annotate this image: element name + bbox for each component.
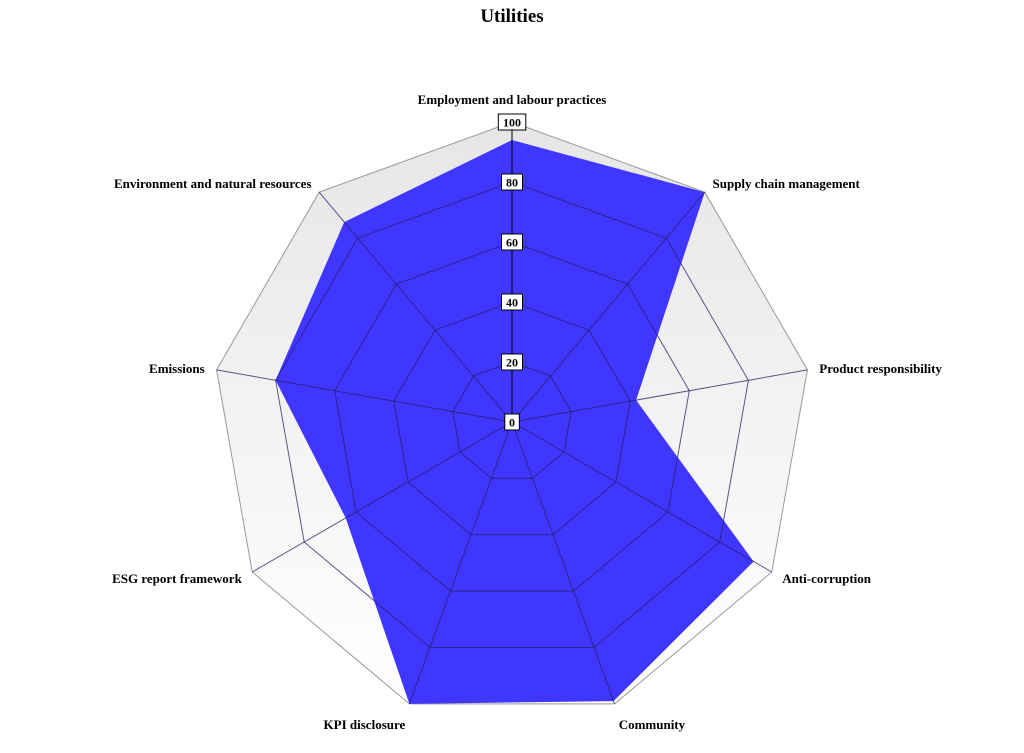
axis-label-4: Community (619, 717, 686, 732)
grid-ring-40 (393, 301, 631, 536)
axis-label-5: KPI disclosure (324, 717, 406, 732)
tick-label-box (497, 113, 527, 131)
tick-label-20: 20 (501, 353, 523, 371)
axis-label-7: Emissions (149, 361, 205, 376)
tick-label-text: 40 (506, 296, 518, 310)
radar-spokes (216, 122, 808, 705)
spoke-7 (216, 369, 513, 423)
tick-label-box (501, 353, 523, 371)
spoke-8 (318, 191, 513, 423)
tick-label-text: 100 (503, 116, 521, 130)
spoke-4 (511, 421, 616, 705)
radar-tick-labels: 0 20 40 60 80 100 (497, 113, 527, 431)
tick-label-box (501, 233, 523, 251)
spoke-5 (408, 421, 513, 705)
tick-label-40: 40 (501, 293, 523, 311)
grid-ring-60 (334, 241, 690, 592)
tick-label-80: 80 (501, 173, 523, 191)
axis-label-2: Product responsibility (819, 361, 942, 376)
tick-label-text: 20 (506, 356, 518, 370)
spoke-2 (511, 369, 808, 423)
axis-label-6: ESG report framework (112, 571, 243, 586)
tick-label-60: 60 (501, 233, 523, 251)
tick-label-text: 0 (509, 416, 515, 430)
spoke-6 (251, 421, 513, 573)
spoke-3 (511, 421, 773, 573)
spoke-1 (511, 191, 706, 423)
tick-label-box (501, 293, 523, 311)
radar-grid (275, 181, 749, 648)
axis-label-1: Supply chain management (713, 176, 861, 191)
tick-label-box (504, 413, 520, 431)
radar-axis-labels: Employment and labour practices Supply ch… (112, 92, 942, 732)
tick-label-0: 0 (504, 413, 520, 431)
grid-ring-20 (452, 361, 572, 479)
tick-label-text: 80 (506, 176, 518, 190)
tick-label-100: 100 (497, 113, 527, 131)
chart-title: Utilities (480, 6, 543, 27)
axis-label-0: Employment and labour practices (418, 92, 607, 107)
tick-label-box (501, 173, 523, 191)
axis-label-8: Environment and natural resources (114, 176, 312, 191)
grid-ring-80 (275, 181, 749, 648)
axis-label-3: Anti-corruption (782, 571, 872, 586)
tick-label-text: 60 (506, 236, 518, 250)
